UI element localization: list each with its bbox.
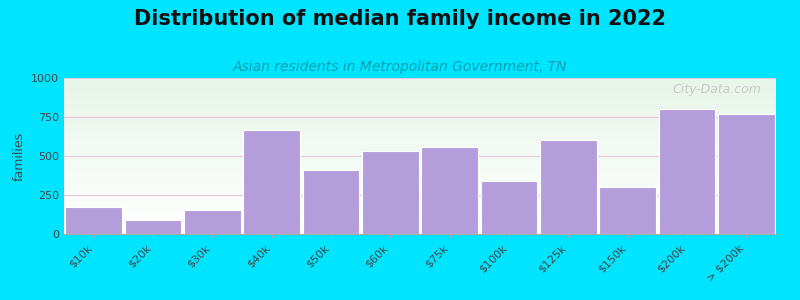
Bar — [481, 181, 537, 234]
Text: Asian residents in Metropolitan Government, TN: Asian residents in Metropolitan Governme… — [233, 60, 567, 74]
Y-axis label: families: families — [13, 131, 26, 181]
Bar — [540, 140, 597, 234]
Bar — [362, 151, 418, 234]
Bar — [303, 170, 359, 234]
Bar — [659, 109, 715, 234]
Bar — [422, 147, 478, 234]
Bar — [184, 210, 241, 234]
Text: Distribution of median family income in 2022: Distribution of median family income in … — [134, 9, 666, 29]
Bar — [243, 130, 300, 234]
Bar — [718, 114, 774, 234]
Bar — [66, 207, 122, 234]
Bar — [125, 220, 181, 234]
Text: City-Data.com: City-Data.com — [673, 83, 762, 96]
Bar — [599, 187, 656, 234]
